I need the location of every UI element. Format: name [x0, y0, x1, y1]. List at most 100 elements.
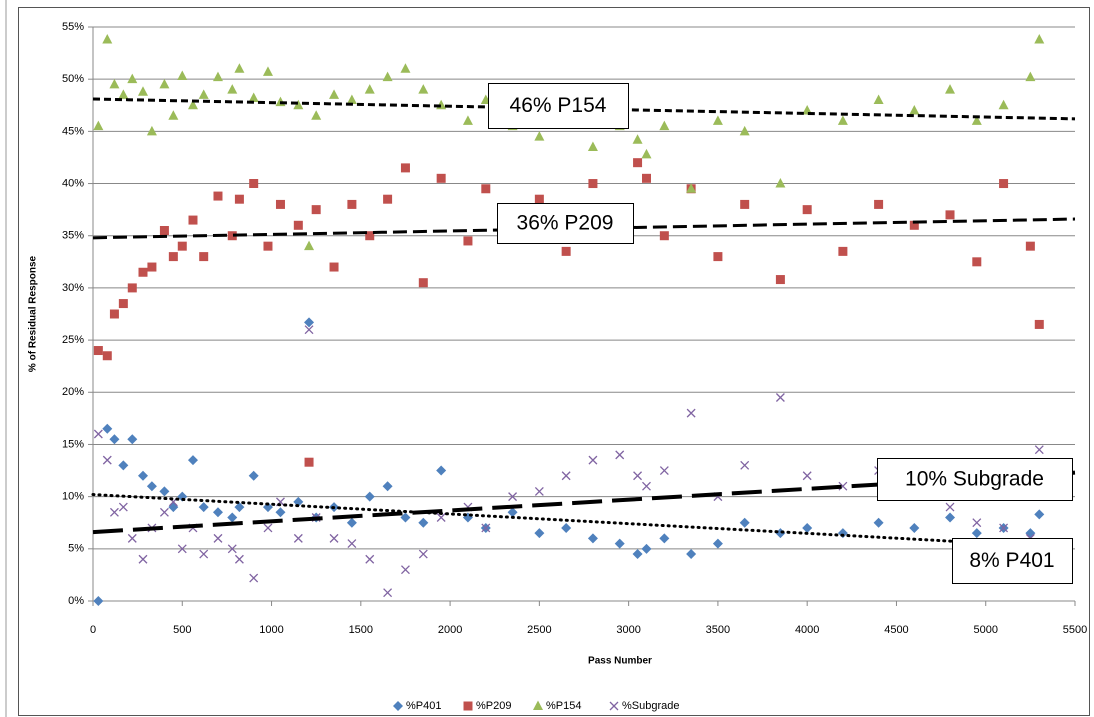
legend-marker	[393, 701, 403, 711]
point	[365, 554, 375, 564]
point	[508, 492, 518, 502]
point	[838, 481, 848, 491]
point	[304, 240, 315, 251]
point	[168, 502, 179, 513]
point	[436, 173, 446, 183]
point	[838, 246, 848, 256]
point	[971, 115, 982, 125]
point	[177, 70, 188, 81]
point	[998, 99, 1009, 110]
point	[561, 522, 572, 533]
point	[1034, 319, 1044, 329]
point	[275, 199, 285, 209]
point	[1034, 445, 1044, 455]
point	[873, 517, 884, 528]
point	[168, 252, 178, 262]
point	[177, 241, 187, 251]
point	[249, 573, 259, 583]
point	[187, 455, 198, 466]
point	[534, 528, 545, 539]
point	[118, 460, 129, 471]
point	[137, 86, 148, 96]
annotation: 8% P401	[969, 549, 1054, 572]
x-tick-label: 4000	[795, 624, 819, 636]
point	[999, 179, 1009, 189]
point	[364, 491, 375, 502]
x-tick-label: 1500	[349, 624, 373, 636]
point	[534, 131, 545, 141]
point	[462, 115, 473, 125]
point	[686, 549, 697, 560]
point	[213, 533, 223, 543]
x-tick-label: 0	[90, 624, 96, 636]
point	[418, 549, 428, 559]
point	[93, 120, 104, 131]
point	[534, 194, 544, 204]
point	[127, 533, 137, 543]
point	[93, 429, 103, 439]
point	[1025, 241, 1035, 251]
point	[659, 231, 669, 241]
legend-label: %P209	[476, 700, 511, 712]
point	[159, 507, 169, 517]
point	[212, 71, 223, 82]
point	[436, 465, 447, 476]
point	[382, 71, 393, 82]
point	[365, 231, 375, 241]
point	[263, 241, 273, 251]
point	[127, 283, 137, 293]
point	[127, 73, 138, 84]
point	[199, 549, 209, 559]
point	[347, 199, 357, 209]
point	[304, 317, 315, 328]
point	[641, 173, 651, 183]
y-tick-label: 5%	[68, 543, 84, 555]
y-tick-label: 15%	[62, 438, 84, 450]
point	[633, 158, 643, 168]
point	[293, 533, 303, 543]
point	[534, 486, 544, 496]
point	[659, 533, 670, 544]
point	[234, 554, 244, 564]
point	[138, 554, 148, 564]
point	[234, 194, 244, 204]
y-tick-label: 20%	[62, 386, 84, 398]
x-tick-label: 2500	[527, 624, 551, 636]
point	[641, 543, 652, 554]
legend-label: %P401	[406, 700, 441, 712]
point	[712, 115, 723, 125]
point	[972, 518, 982, 528]
x-tick-label: 3000	[616, 624, 640, 636]
point	[102, 351, 112, 361]
point	[102, 34, 113, 44]
point	[400, 565, 410, 575]
point	[400, 512, 411, 523]
point	[109, 434, 120, 445]
y-tick-label: 35%	[62, 230, 84, 242]
point	[213, 191, 223, 201]
point	[481, 184, 491, 194]
point	[874, 199, 884, 209]
y-axis-title: % of Residual Response	[28, 255, 39, 372]
annotation-box	[952, 538, 1073, 584]
point	[418, 84, 429, 94]
annotation-box	[488, 83, 629, 129]
point	[146, 125, 157, 136]
point	[632, 134, 643, 144]
point	[802, 471, 812, 481]
point	[615, 450, 625, 460]
point	[740, 199, 750, 209]
y-tick-label: 45%	[62, 125, 84, 137]
point	[642, 481, 651, 491]
point	[1034, 34, 1045, 44]
point	[159, 486, 170, 497]
point	[102, 455, 112, 465]
point	[909, 104, 920, 115]
point	[775, 178, 786, 188]
point	[588, 179, 598, 189]
x-tick-label: 2000	[438, 624, 462, 636]
x-tick-label: 500	[173, 624, 191, 636]
x-tick-label: 5500	[1063, 624, 1087, 636]
point	[109, 507, 119, 517]
